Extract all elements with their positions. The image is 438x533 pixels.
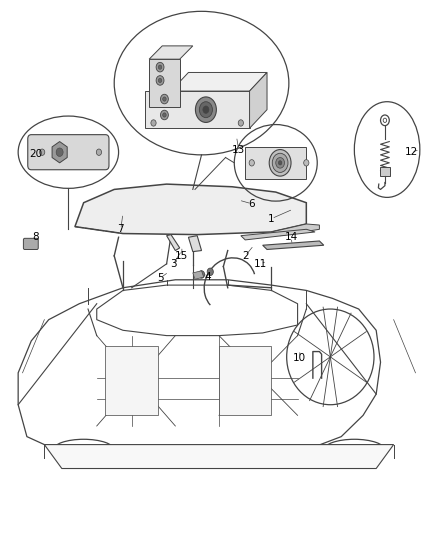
Circle shape [199, 102, 212, 118]
Polygon shape [149, 59, 180, 107]
Polygon shape [166, 235, 180, 251]
Circle shape [249, 160, 254, 166]
Text: 4: 4 [205, 272, 212, 282]
Text: 11: 11 [254, 259, 267, 269]
Circle shape [276, 158, 285, 168]
Circle shape [162, 97, 166, 101]
Polygon shape [188, 236, 201, 252]
Text: 5: 5 [157, 273, 163, 283]
Text: 12: 12 [404, 147, 418, 157]
Polygon shape [263, 241, 324, 249]
Polygon shape [149, 46, 193, 59]
Text: 10: 10 [293, 353, 306, 363]
Circle shape [272, 154, 288, 172]
Text: 2: 2 [242, 251, 248, 261]
Circle shape [156, 76, 164, 85]
Circle shape [160, 94, 168, 104]
Circle shape [198, 271, 205, 278]
Polygon shape [75, 184, 306, 235]
Polygon shape [272, 224, 319, 236]
Bar [380, 166, 390, 176]
Text: 7: 7 [117, 224, 124, 235]
Circle shape [279, 161, 282, 165]
Circle shape [195, 97, 216, 123]
Circle shape [162, 113, 166, 117]
Circle shape [151, 120, 156, 126]
Circle shape [156, 62, 164, 72]
Polygon shape [106, 346, 158, 415]
FancyBboxPatch shape [28, 135, 109, 169]
Circle shape [96, 149, 102, 156]
Polygon shape [145, 91, 250, 128]
Circle shape [39, 149, 45, 156]
Circle shape [158, 78, 162, 83]
Text: 15: 15 [175, 251, 188, 261]
Text: 14: 14 [284, 232, 298, 243]
Polygon shape [250, 72, 267, 128]
Circle shape [203, 106, 209, 114]
Circle shape [304, 160, 309, 166]
Text: 20: 20 [29, 149, 42, 159]
Circle shape [160, 110, 168, 120]
Text: 13: 13 [232, 144, 245, 155]
Polygon shape [44, 445, 394, 469]
Text: 3: 3 [170, 259, 177, 269]
Polygon shape [193, 271, 204, 279]
Polygon shape [171, 72, 267, 91]
Circle shape [56, 148, 63, 157]
Circle shape [203, 109, 208, 116]
Polygon shape [219, 346, 272, 415]
Polygon shape [241, 229, 315, 240]
Circle shape [158, 65, 162, 69]
Circle shape [269, 150, 291, 176]
Circle shape [207, 268, 213, 276]
Polygon shape [245, 147, 306, 179]
Text: 6: 6 [248, 199, 255, 209]
Text: 8: 8 [32, 232, 39, 243]
FancyBboxPatch shape [23, 238, 38, 249]
Circle shape [238, 120, 244, 126]
Text: 1: 1 [268, 214, 275, 224]
